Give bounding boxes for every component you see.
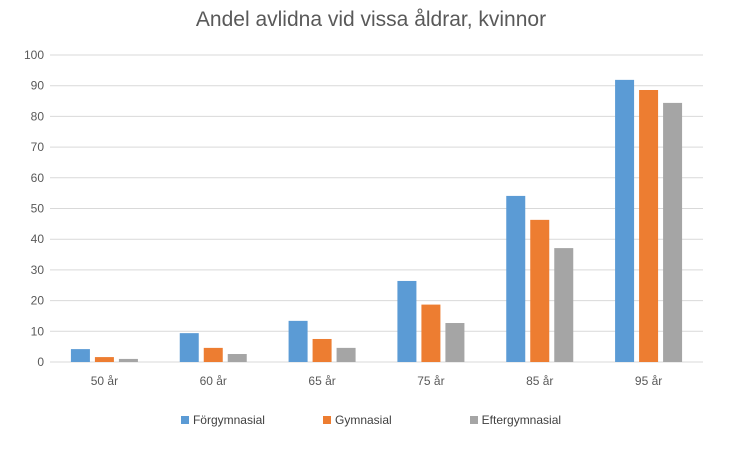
y-tick-label: 50 xyxy=(31,202,45,216)
bar-gymnasial xyxy=(639,89,659,363)
y-tick-label: 90 xyxy=(31,79,45,93)
x-tick-label: 50 år xyxy=(91,374,118,388)
legend-label: Förgymnasial xyxy=(192,413,265,427)
bar-förgymnasial xyxy=(615,79,635,362)
legend-swatch xyxy=(469,416,478,424)
bar-eftergymnasial xyxy=(554,248,574,362)
bar-förgymnasial xyxy=(397,280,417,362)
y-tick-label: 30 xyxy=(31,263,45,277)
bar-förgymnasial xyxy=(70,349,90,362)
y-tick-label: 100 xyxy=(24,48,44,62)
x-tick-label: 60 år xyxy=(200,374,227,388)
bar-eftergymnasial xyxy=(336,347,356,362)
legend-swatch xyxy=(180,416,189,424)
x-tick-label: 75 år xyxy=(417,374,444,388)
bar-eftergymnasial xyxy=(445,323,465,362)
y-tick-label: 60 xyxy=(31,171,45,185)
bar-gymnasial xyxy=(203,347,223,362)
y-tick-label: 40 xyxy=(31,232,45,246)
legend: Förgymnasial Gymnasial Eftergymnasial xyxy=(0,413,742,427)
bar-gymnasial xyxy=(530,219,550,362)
legend-item-gymnasial: Gymnasial xyxy=(322,413,392,427)
legend-label: Eftergymnasial xyxy=(481,413,562,427)
y-tick-label: 80 xyxy=(31,109,45,123)
bar-gymnasial xyxy=(421,304,441,362)
bar-eftergymnasial xyxy=(227,354,247,362)
bar-förgymnasial xyxy=(288,320,308,362)
y-tick-label: 20 xyxy=(31,294,45,308)
x-tick-label: 85 år xyxy=(526,374,553,388)
bar-förgymnasial xyxy=(179,333,199,362)
bar-eftergymnasial xyxy=(118,358,138,362)
x-tick-label: 95 år xyxy=(635,374,662,388)
y-tick-label: 70 xyxy=(31,140,45,154)
y-tick-label: 10 xyxy=(31,324,45,338)
bar-gymnasial xyxy=(312,338,332,362)
legend-item-forgymnasial: Förgymnasial xyxy=(180,413,265,427)
legend-label: Gymnasial xyxy=(334,413,392,427)
y-tick-label: 0 xyxy=(37,355,44,369)
legend-item-eftergymnasial: Eftergymnasial xyxy=(469,413,562,427)
legend-swatch xyxy=(322,416,331,424)
bar-eftergymnasial xyxy=(663,102,683,362)
chart-title: Andel avlidna vid vissa åldrar, kvinnor xyxy=(195,8,547,31)
bar-förgymnasial xyxy=(506,195,526,362)
bar-gymnasial xyxy=(94,357,114,362)
x-tick-label: 65 år xyxy=(308,374,335,388)
